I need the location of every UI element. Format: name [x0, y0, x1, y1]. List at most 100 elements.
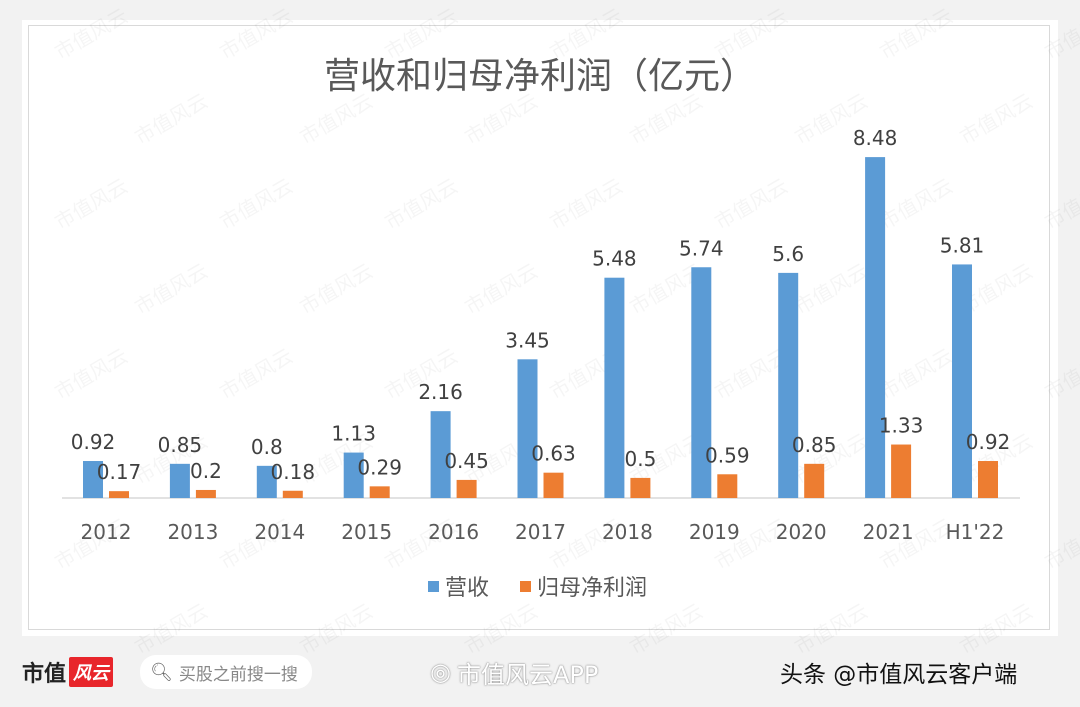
watermark-text: 市值风云 — [1041, 344, 1080, 405]
bar-revenue-2019 — [691, 267, 712, 498]
bar-revenue-2018 — [604, 277, 625, 498]
data-label: 8.48 — [853, 126, 898, 150]
data-label: 0.63 — [531, 442, 576, 466]
data-label: 0.2 — [190, 459, 222, 483]
weibo-watermark: ◎ 市值风云APP — [430, 652, 598, 692]
brand-logo: 市值 风云 — [22, 652, 114, 692]
bar-net-profit-2019 — [717, 474, 738, 498]
data-label: 0.45 — [444, 449, 489, 473]
watermark-text: 市值风云 — [216, 174, 297, 235]
bar-revenue-2012 — [83, 461, 103, 498]
watermark-text: 市值风云 — [51, 174, 132, 235]
bar-net-profit-2016 — [456, 479, 477, 498]
bar-net-profit-2013 — [195, 489, 216, 498]
watermark-text: 市值风云 — [791, 259, 872, 320]
bar-revenue-2017 — [517, 359, 538, 498]
watermark-text: 市值风云 — [876, 344, 957, 405]
search-icon: 🔍︎ — [150, 661, 173, 683]
brand-text: 市值 — [22, 662, 67, 687]
data-label: 2.16 — [418, 380, 463, 404]
x-tick-label: 2016 — [428, 520, 479, 544]
watermark-text: 市值风云 — [876, 4, 957, 65]
data-label: 0.85 — [158, 433, 203, 457]
bar-revenue-2013 — [169, 463, 190, 498]
watermark-text: 市值风云 — [296, 89, 377, 150]
x-tick-label: 2015 — [341, 520, 392, 544]
watermark-text: 市值风云 — [216, 4, 297, 65]
bar-net-profit-2020 — [804, 463, 825, 498]
watermark-text: 市值风云 — [131, 89, 212, 150]
bar-net-profit-2017 — [543, 472, 564, 498]
x-tick-label: 2012 — [81, 520, 132, 544]
watermark-text: 市值风云 — [711, 174, 792, 235]
bar-net-profit-H1'22 — [978, 461, 998, 498]
watermark-text: 市值风云 — [296, 259, 377, 320]
watermark-text: 市值风云 — [1041, 514, 1080, 575]
watermark-text: 市值风云 — [461, 599, 542, 660]
x-tick-label: 2021 — [863, 520, 914, 544]
data-label: 0.18 — [271, 460, 316, 484]
data-label: 0.17 — [97, 460, 142, 484]
data-label: 0.85 — [792, 433, 837, 457]
chart-card — [22, 20, 1058, 636]
toutiao-text: 头条 @市值风云客户端 — [780, 662, 1018, 688]
legend-swatch — [428, 581, 439, 592]
bar-net-profit-2014 — [282, 490, 303, 498]
bar-net-profit-2018 — [630, 477, 651, 498]
brand-logo-red: 风云 — [69, 657, 114, 687]
weibo-icon: ◎ — [430, 658, 451, 686]
watermark-text: 市值风云 — [51, 4, 132, 65]
watermark-text: 市值风云 — [216, 344, 297, 405]
x-tick-label: H1'22 — [946, 520, 1005, 544]
bar-net-profit-2012 — [109, 491, 129, 498]
x-tick-label: 2020 — [776, 520, 827, 544]
data-label: 3.45 — [505, 328, 550, 352]
x-tick-label: 2013 — [167, 520, 218, 544]
bar-net-profit-2021 — [891, 444, 912, 498]
search-placeholder: 买股之前搜一搜 — [178, 664, 298, 685]
data-label: 1.13 — [331, 422, 376, 446]
x-tick-label: 2019 — [689, 520, 740, 544]
data-label: 5.81 — [940, 233, 985, 257]
watermark-text: 市值风云 — [956, 599, 1037, 660]
bar-net-profit-2015 — [369, 486, 390, 498]
data-label: 5.6 — [772, 242, 804, 266]
chart-frame — [28, 25, 1050, 630]
search-box[interactable]: 🔍︎ 买股之前搜一搜 — [140, 655, 312, 689]
watermark-text: 市值风云 — [461, 89, 542, 150]
weibo-text: 市值风云APP — [456, 660, 599, 689]
watermark-text: 市值风云 — [131, 259, 212, 320]
data-label: 5.48 — [592, 247, 637, 271]
data-label: 1.33 — [879, 414, 924, 438]
bar-revenue-H1'22 — [952, 264, 972, 498]
watermark-text: 市值风云 — [51, 344, 132, 405]
watermark-text: 市值风云 — [876, 174, 957, 235]
bar-revenue-2020 — [778, 272, 799, 498]
data-label: 0.92 — [71, 430, 116, 454]
data-label: 0.59 — [705, 443, 750, 467]
watermark-text: 市值风云 — [1041, 174, 1080, 235]
data-label: 0.8 — [251, 435, 283, 459]
data-label: 0.5 — [624, 447, 656, 471]
data-label: 0.29 — [357, 455, 402, 479]
data-label: 5.74 — [679, 236, 724, 260]
x-tick-label: 2018 — [602, 520, 653, 544]
legend-label: 归母净利润 — [537, 576, 647, 601]
legend-label: 营收 — [445, 576, 489, 601]
watermark-text: 市值风云 — [296, 599, 377, 660]
bar-revenue-2015 — [343, 452, 364, 498]
watermark-text: 市值风云 — [626, 89, 707, 150]
x-tick-label: 2014 — [254, 520, 305, 544]
watermark-text: 市值风云 — [546, 174, 627, 235]
watermark-text: 市值风云 — [461, 259, 542, 320]
bar-revenue-2014 — [256, 465, 277, 498]
bar-revenue-2021 — [865, 157, 886, 498]
watermark-text: 市值风云 — [956, 89, 1037, 150]
watermark-text: 市值风云 — [791, 599, 872, 660]
watermark-text: 市值风云 — [381, 174, 462, 235]
bar-revenue-2016 — [430, 411, 451, 498]
chart-title: 营收和归母净利润（亿元） — [324, 56, 756, 97]
x-tick-label: 2017 — [515, 520, 566, 544]
data-label: 0.92 — [966, 430, 1011, 454]
